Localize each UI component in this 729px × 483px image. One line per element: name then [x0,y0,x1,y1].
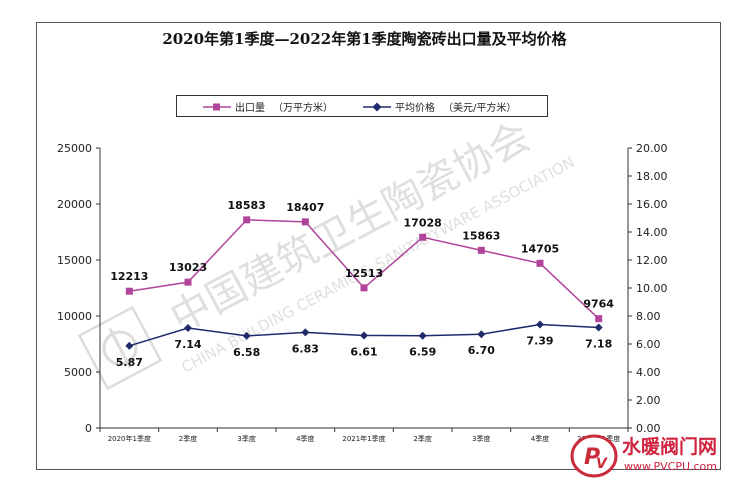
series-price: 5.87 7.14 6.58 6.83 6.61 6.59 6.70 7.39 7.18 [116,320,612,369]
price-point [301,328,310,337]
y-left-tick-label: 20000 [57,198,92,211]
y-left-tick-label: 5000 [64,366,92,379]
y-right-tick-label: 16.00 [636,198,668,211]
chart-axes: 0 5000 10000 15000 20000 25000 0.00 2.00 4.00 6.0… [57,142,668,443]
volume-data-label: 12213 [110,270,148,283]
y-right-tick-label: 14.00 [636,226,668,239]
price-point [536,320,544,329]
series-volume: 12213 13023 18583 18407 12513 17028 15863 14705… [110,199,614,323]
chart-frame [36,22,721,470]
y-right-tick-label: 18.00 [636,170,668,183]
price-data-label: 7.39 [526,335,553,348]
x-tick-label: 2020年1季度 [108,434,151,443]
volume-data-label: 14705 [521,242,559,255]
price-point [184,324,192,333]
volume-point [360,284,368,292]
badge-name: 水暖阀门网 [622,435,717,458]
legend-item-price: 平均价格 （美元/平方米） [363,99,516,114]
price-point [477,330,486,339]
volume-point [301,218,309,226]
volume-data-label: 18407 [286,201,324,214]
volume-point [419,233,427,241]
legend-volume-swatch [203,103,231,110]
price-data-label: 7.18 [585,337,612,350]
legend-volume-unit: （万平方米） [273,103,333,114]
volume-data-label: 18583 [228,199,266,212]
y-left-tick-label: 15000 [57,254,92,267]
chart-legend: 出口量 （万平方米） 平均价格 （美元/平方米） [176,95,548,117]
badge-logo-icon [570,434,618,478]
y-right-tick-label: 10.00 [636,282,668,295]
x-tick-label: 3季度 [237,434,255,443]
price-data-label: 7.14 [174,338,201,351]
x-tick-label: 4季度 [296,434,314,443]
svg-text:V: V [596,456,608,472]
x-tick-label: 2季度 [179,434,197,443]
price-data-label: 6.59 [409,346,436,359]
legend-volume-label: 出口量 [235,103,265,114]
price-data-label: 6.61 [350,345,377,358]
y-right-tick-label: 4.00 [636,366,661,379]
chart-title: 2020年第1季度—2022年第1季度陶瓷砖出口量及平均价格 [162,30,567,48]
volume-point [243,216,251,224]
x-tick-label: 4季度 [531,434,549,443]
svg-text:P: P [584,445,600,470]
legend-price-unit: （美元/平方米） [443,103,517,114]
y-left-tick-label: 25000 [57,142,92,155]
y-right-tick-label: 2.00 [636,394,661,407]
y-right-tick-label: 0.00 [636,422,661,435]
price-data-label: 6.70 [468,344,495,357]
volume-data-label: 13023 [169,261,207,274]
price-point [360,331,368,340]
volume-data-label: 17028 [404,216,442,229]
price-point [125,341,134,350]
y-left-tick-label: 10000 [57,310,92,323]
volume-point [595,315,603,323]
volume-point [477,246,485,254]
y-left-tick-label: 0 [85,422,92,435]
price-point [242,331,251,340]
y-right-tick-label: 8.00 [636,310,661,323]
volume-data-label: 15863 [462,229,500,242]
site-badge: P V 水暖阀门网 www.PVCPU.com [570,434,717,478]
y-right-tick-label: 6.00 [636,338,661,351]
badge-url: www.PVCPU.com [624,460,717,473]
volume-data-label: 12513 [345,267,383,280]
x-tick-label: 2021年1季度 [342,434,385,443]
price-data-label: 6.58 [233,346,260,359]
y-right-tick-label: 12.00 [636,254,668,267]
price-point [418,331,427,340]
legend-price-label: 平均价格 [395,103,435,114]
x-tick-label: 2季度 [413,434,431,443]
volume-data-label: 9764 [583,298,614,311]
legend-price-swatch [363,102,391,111]
volume-point [536,259,544,267]
price-point [594,323,603,332]
x-tick-label: 3季度 [472,434,490,443]
legend-item-volume: 出口量 （万平方米） [203,99,333,114]
price-data-label: 5.87 [116,356,143,369]
price-data-label: 6.83 [292,342,319,355]
volume-point [125,287,133,295]
volume-point [184,278,192,286]
y-right-tick-label: 20.00 [636,142,668,155]
